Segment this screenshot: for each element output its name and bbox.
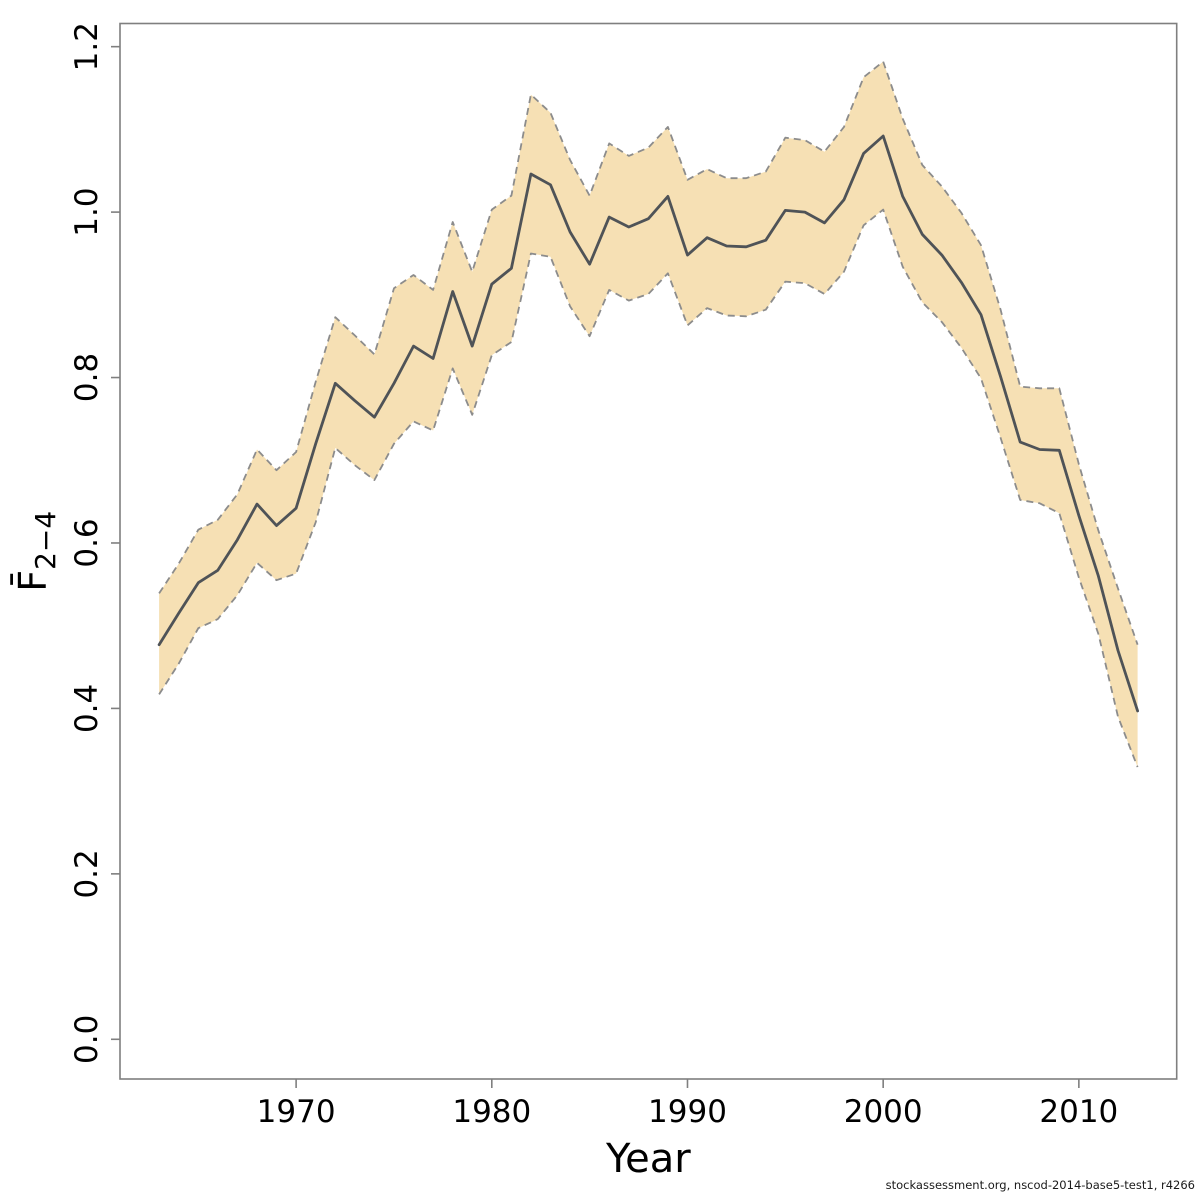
y-tick-label: 0.4: [69, 684, 105, 733]
lower-ci-line: [158, 208, 1139, 768]
x-tick-label: 1980: [452, 1094, 531, 1130]
x-tick-label: 2000: [844, 1094, 923, 1130]
footer-credit: stockassessment.org, nscod-2014-base5-te…: [885, 1178, 1195, 1192]
upper-ci-line: [158, 60, 1139, 645]
y-tick-label: 0.0: [69, 1015, 105, 1064]
y-tick-label: 0.6: [69, 518, 105, 567]
x-tick-label: 1970: [257, 1094, 336, 1130]
x-tick-label: 2010: [1039, 1094, 1118, 1130]
plot-box: [119, 22, 1178, 1080]
estimate-line: [157, 134, 1139, 713]
y-axis-title: F̄2−4: [11, 511, 62, 592]
confidence-band: [159, 61, 1138, 768]
y-tick-label: 0.8: [69, 353, 105, 402]
y-tick-label: 1.2: [69, 22, 105, 71]
y-tick-label: 0.2: [69, 849, 105, 898]
x-tick-label: 1990: [648, 1094, 727, 1130]
y-tick-label: 1.0: [69, 187, 105, 236]
x-axis-title: Year: [605, 1136, 691, 1182]
